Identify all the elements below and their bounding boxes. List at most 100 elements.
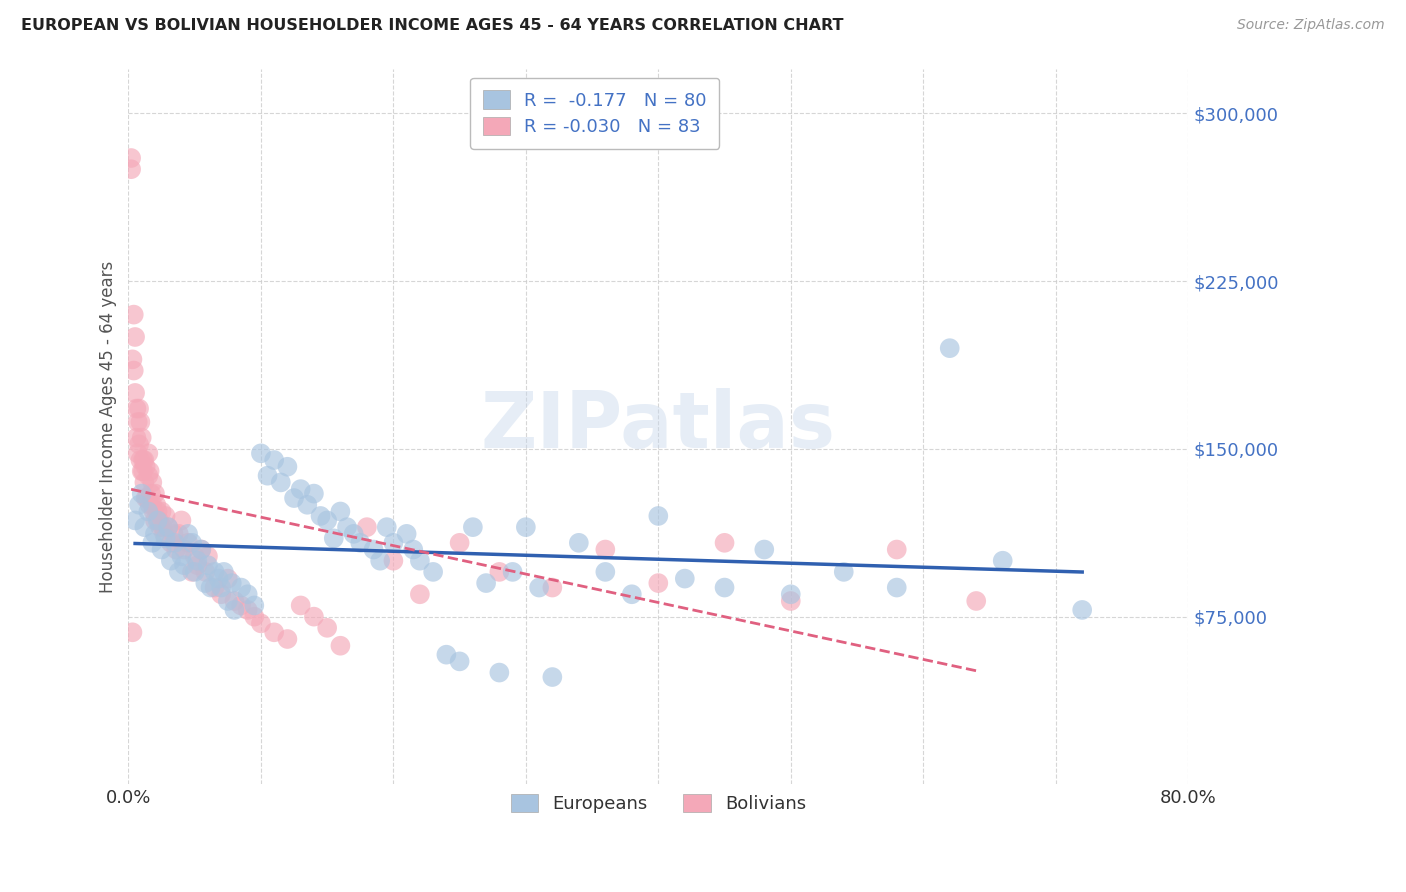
Point xyxy=(236,603,259,617)
Point xyxy=(134,453,156,467)
Point xyxy=(152,520,174,534)
Point xyxy=(336,520,359,534)
Point xyxy=(316,621,339,635)
Point xyxy=(148,513,170,527)
Point xyxy=(207,572,229,586)
Point xyxy=(139,486,162,500)
Point xyxy=(297,498,319,512)
Text: EUROPEAN VS BOLIVIAN HOUSEHOLDER INCOME AGES 45 - 64 YEARS CORRELATION CHART: EUROPEAN VS BOLIVIAN HOUSEHOLDER INCOME … xyxy=(21,18,844,33)
Point xyxy=(620,587,643,601)
Point xyxy=(149,520,172,534)
Point xyxy=(673,572,696,586)
Point xyxy=(263,625,285,640)
Point xyxy=(402,542,425,557)
Point xyxy=(121,625,143,640)
Point xyxy=(647,576,669,591)
Point xyxy=(138,468,160,483)
Point xyxy=(197,549,219,564)
Point xyxy=(217,594,239,608)
Point xyxy=(181,565,204,579)
Point xyxy=(124,513,146,527)
Point xyxy=(290,482,312,496)
Point xyxy=(170,549,193,564)
Point xyxy=(263,453,285,467)
Point xyxy=(434,648,457,662)
Legend: Europeans, Bolivians: Europeans, Bolivians xyxy=(498,780,818,825)
Point xyxy=(183,549,205,564)
Point xyxy=(194,565,217,579)
Point xyxy=(449,536,471,550)
Y-axis label: Householder Income Ages 45 - 64 years: Householder Income Ages 45 - 64 years xyxy=(100,260,117,592)
Point xyxy=(127,446,149,460)
Point xyxy=(886,542,908,557)
Point xyxy=(595,542,617,557)
Point xyxy=(128,437,150,451)
Point xyxy=(204,581,226,595)
Point xyxy=(165,542,187,557)
Point xyxy=(157,520,180,534)
Point xyxy=(382,554,405,568)
Point xyxy=(368,554,391,568)
Point xyxy=(131,464,153,478)
Point xyxy=(162,526,184,541)
Point xyxy=(173,558,195,573)
Point xyxy=(322,532,344,546)
Point xyxy=(197,558,219,573)
Point xyxy=(527,581,550,595)
Point xyxy=(157,520,180,534)
Point xyxy=(302,609,325,624)
Point xyxy=(221,576,243,591)
Point xyxy=(142,504,165,518)
Point xyxy=(124,385,146,400)
Point xyxy=(120,151,142,165)
Point xyxy=(713,536,735,550)
Point xyxy=(177,526,200,541)
Point xyxy=(181,536,204,550)
Point xyxy=(124,330,146,344)
Point xyxy=(138,498,160,512)
Point xyxy=(190,542,212,557)
Point xyxy=(125,401,148,416)
Point xyxy=(290,599,312,613)
Point xyxy=(122,363,145,377)
Point xyxy=(143,526,166,541)
Point xyxy=(163,536,186,550)
Point xyxy=(647,508,669,523)
Point xyxy=(155,508,177,523)
Point xyxy=(127,415,149,429)
Point xyxy=(136,491,159,505)
Point xyxy=(316,513,339,527)
Point xyxy=(395,526,418,541)
Point xyxy=(131,431,153,445)
Point xyxy=(132,464,155,478)
Point xyxy=(150,542,173,557)
Point xyxy=(283,491,305,505)
Point xyxy=(150,504,173,518)
Point xyxy=(173,542,195,557)
Point xyxy=(250,616,273,631)
Point xyxy=(409,587,432,601)
Point xyxy=(243,599,266,613)
Point xyxy=(886,581,908,595)
Point xyxy=(515,520,537,534)
Point xyxy=(965,594,987,608)
Point xyxy=(134,520,156,534)
Point xyxy=(141,475,163,490)
Text: ZIPatlas: ZIPatlas xyxy=(481,389,835,465)
Point xyxy=(160,554,183,568)
Point xyxy=(129,415,152,429)
Point xyxy=(356,520,378,534)
Point xyxy=(177,536,200,550)
Point xyxy=(132,453,155,467)
Point xyxy=(212,565,235,579)
Point xyxy=(128,401,150,416)
Point xyxy=(224,603,246,617)
Point xyxy=(186,554,208,568)
Point xyxy=(541,581,564,595)
Point xyxy=(122,308,145,322)
Point xyxy=(167,526,190,541)
Point xyxy=(449,654,471,668)
Point xyxy=(488,665,510,680)
Point xyxy=(938,341,960,355)
Point xyxy=(329,639,352,653)
